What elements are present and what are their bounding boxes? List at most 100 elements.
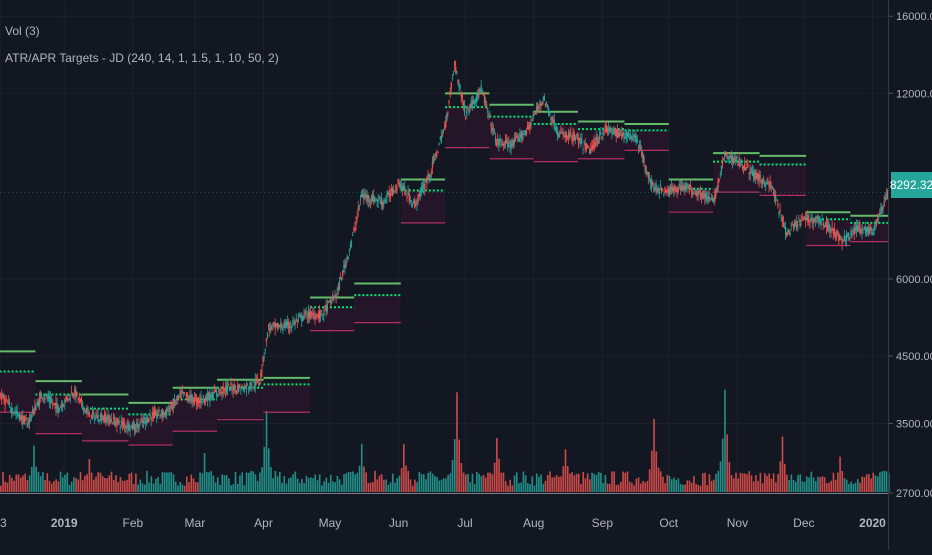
volume-bar [589, 479, 591, 492]
candle-body [217, 394, 219, 396]
candle-body [656, 188, 658, 193]
candle-body [519, 133, 521, 139]
volume-bar [843, 478, 846, 492]
candle-body [404, 186, 406, 190]
candle-body [110, 418, 113, 421]
candle-body [343, 265, 345, 268]
volume-bar [657, 467, 660, 492]
candle-body [208, 392, 210, 398]
candle-body [652, 181, 654, 183]
volume-bar [496, 438, 498, 492]
candle-body [788, 230, 790, 234]
volume-bar [792, 479, 795, 492]
candle-body [679, 186, 682, 191]
candle-body [759, 174, 761, 179]
candle-body [778, 211, 780, 215]
volume-bar [478, 473, 480, 492]
candle-body [822, 223, 824, 227]
candle-body [279, 326, 281, 328]
volume-bar [688, 480, 691, 492]
volume-bar [646, 480, 649, 492]
volume-bar [763, 473, 766, 492]
volume-bar [343, 474, 345, 492]
volume-bar [819, 477, 821, 492]
candle-body [538, 106, 540, 108]
volume-bar [591, 472, 593, 492]
volume-bar [208, 472, 210, 492]
candle-body [476, 93, 478, 101]
volume-bar [447, 474, 449, 492]
candle-body [207, 392, 209, 402]
candle-body [575, 135, 578, 137]
candle-body [840, 237, 842, 240]
candle-body [522, 134, 524, 136]
candle-body [492, 127, 495, 130]
candle-body [506, 140, 508, 143]
volume-bar [177, 485, 179, 492]
candle-body [647, 172, 650, 179]
volume-bar [360, 443, 363, 492]
candle-body [1, 394, 3, 401]
x-tick-label: Nov [727, 516, 748, 530]
volume-bar [73, 477, 75, 492]
candle-body [418, 194, 420, 197]
indicator-legend[interactable]: ATR/APR Targets - JD (240, 14, 1, 1.5, 1… [5, 51, 279, 65]
volume-bar [248, 472, 250, 492]
candle-body [835, 232, 838, 236]
volume-bar [686, 480, 689, 492]
volume-bar [558, 476, 560, 492]
candle-body [644, 168, 646, 170]
candle-body [212, 393, 214, 399]
candle-body [604, 126, 606, 131]
candle-body [301, 314, 303, 322]
candle-body [558, 133, 560, 138]
volume-bar [527, 483, 529, 492]
candle-body [193, 398, 196, 404]
candle-body [116, 417, 118, 427]
candle-body [156, 414, 158, 418]
target-band [263, 384, 311, 413]
target-band [35, 394, 82, 434]
candle-body [355, 221, 357, 225]
candle-body [380, 197, 383, 205]
candle-body [551, 120, 553, 123]
volume-bar [606, 483, 609, 492]
volume-bar [845, 479, 848, 492]
candle-body [717, 179, 719, 188]
volume-bar [422, 474, 425, 492]
volume-bar [139, 479, 142, 492]
candle-body [359, 199, 362, 201]
volume-bar [806, 476, 808, 492]
candle-body [416, 202, 418, 206]
candle-body [259, 383, 261, 386]
volume-bar [580, 484, 582, 492]
candle-body [641, 151, 643, 157]
candle-body [211, 392, 213, 398]
candle-body [256, 378, 259, 383]
volume-bar [622, 471, 624, 492]
candle-body [14, 410, 16, 413]
candle-body [621, 133, 623, 140]
candle-body [847, 233, 849, 237]
candle-body [694, 192, 696, 194]
candle-body [246, 383, 249, 385]
volume-bar [22, 475, 24, 492]
candle-body [457, 79, 459, 83]
volume-bar [0, 485, 2, 492]
volume-bar [865, 474, 868, 492]
volume-bar [354, 474, 356, 492]
candle-body [243, 387, 245, 393]
volume-legend[interactable]: Vol (3) [5, 24, 40, 38]
volume-bar [137, 484, 139, 492]
candle-body [46, 398, 48, 400]
candle-body [581, 139, 583, 141]
volume-bar [48, 480, 51, 492]
candle-body [321, 310, 323, 312]
volume-bar [391, 473, 394, 492]
candle-body [141, 421, 144, 423]
candle-body [731, 154, 734, 163]
volume-bar [549, 471, 551, 492]
volume-bar [797, 475, 799, 492]
